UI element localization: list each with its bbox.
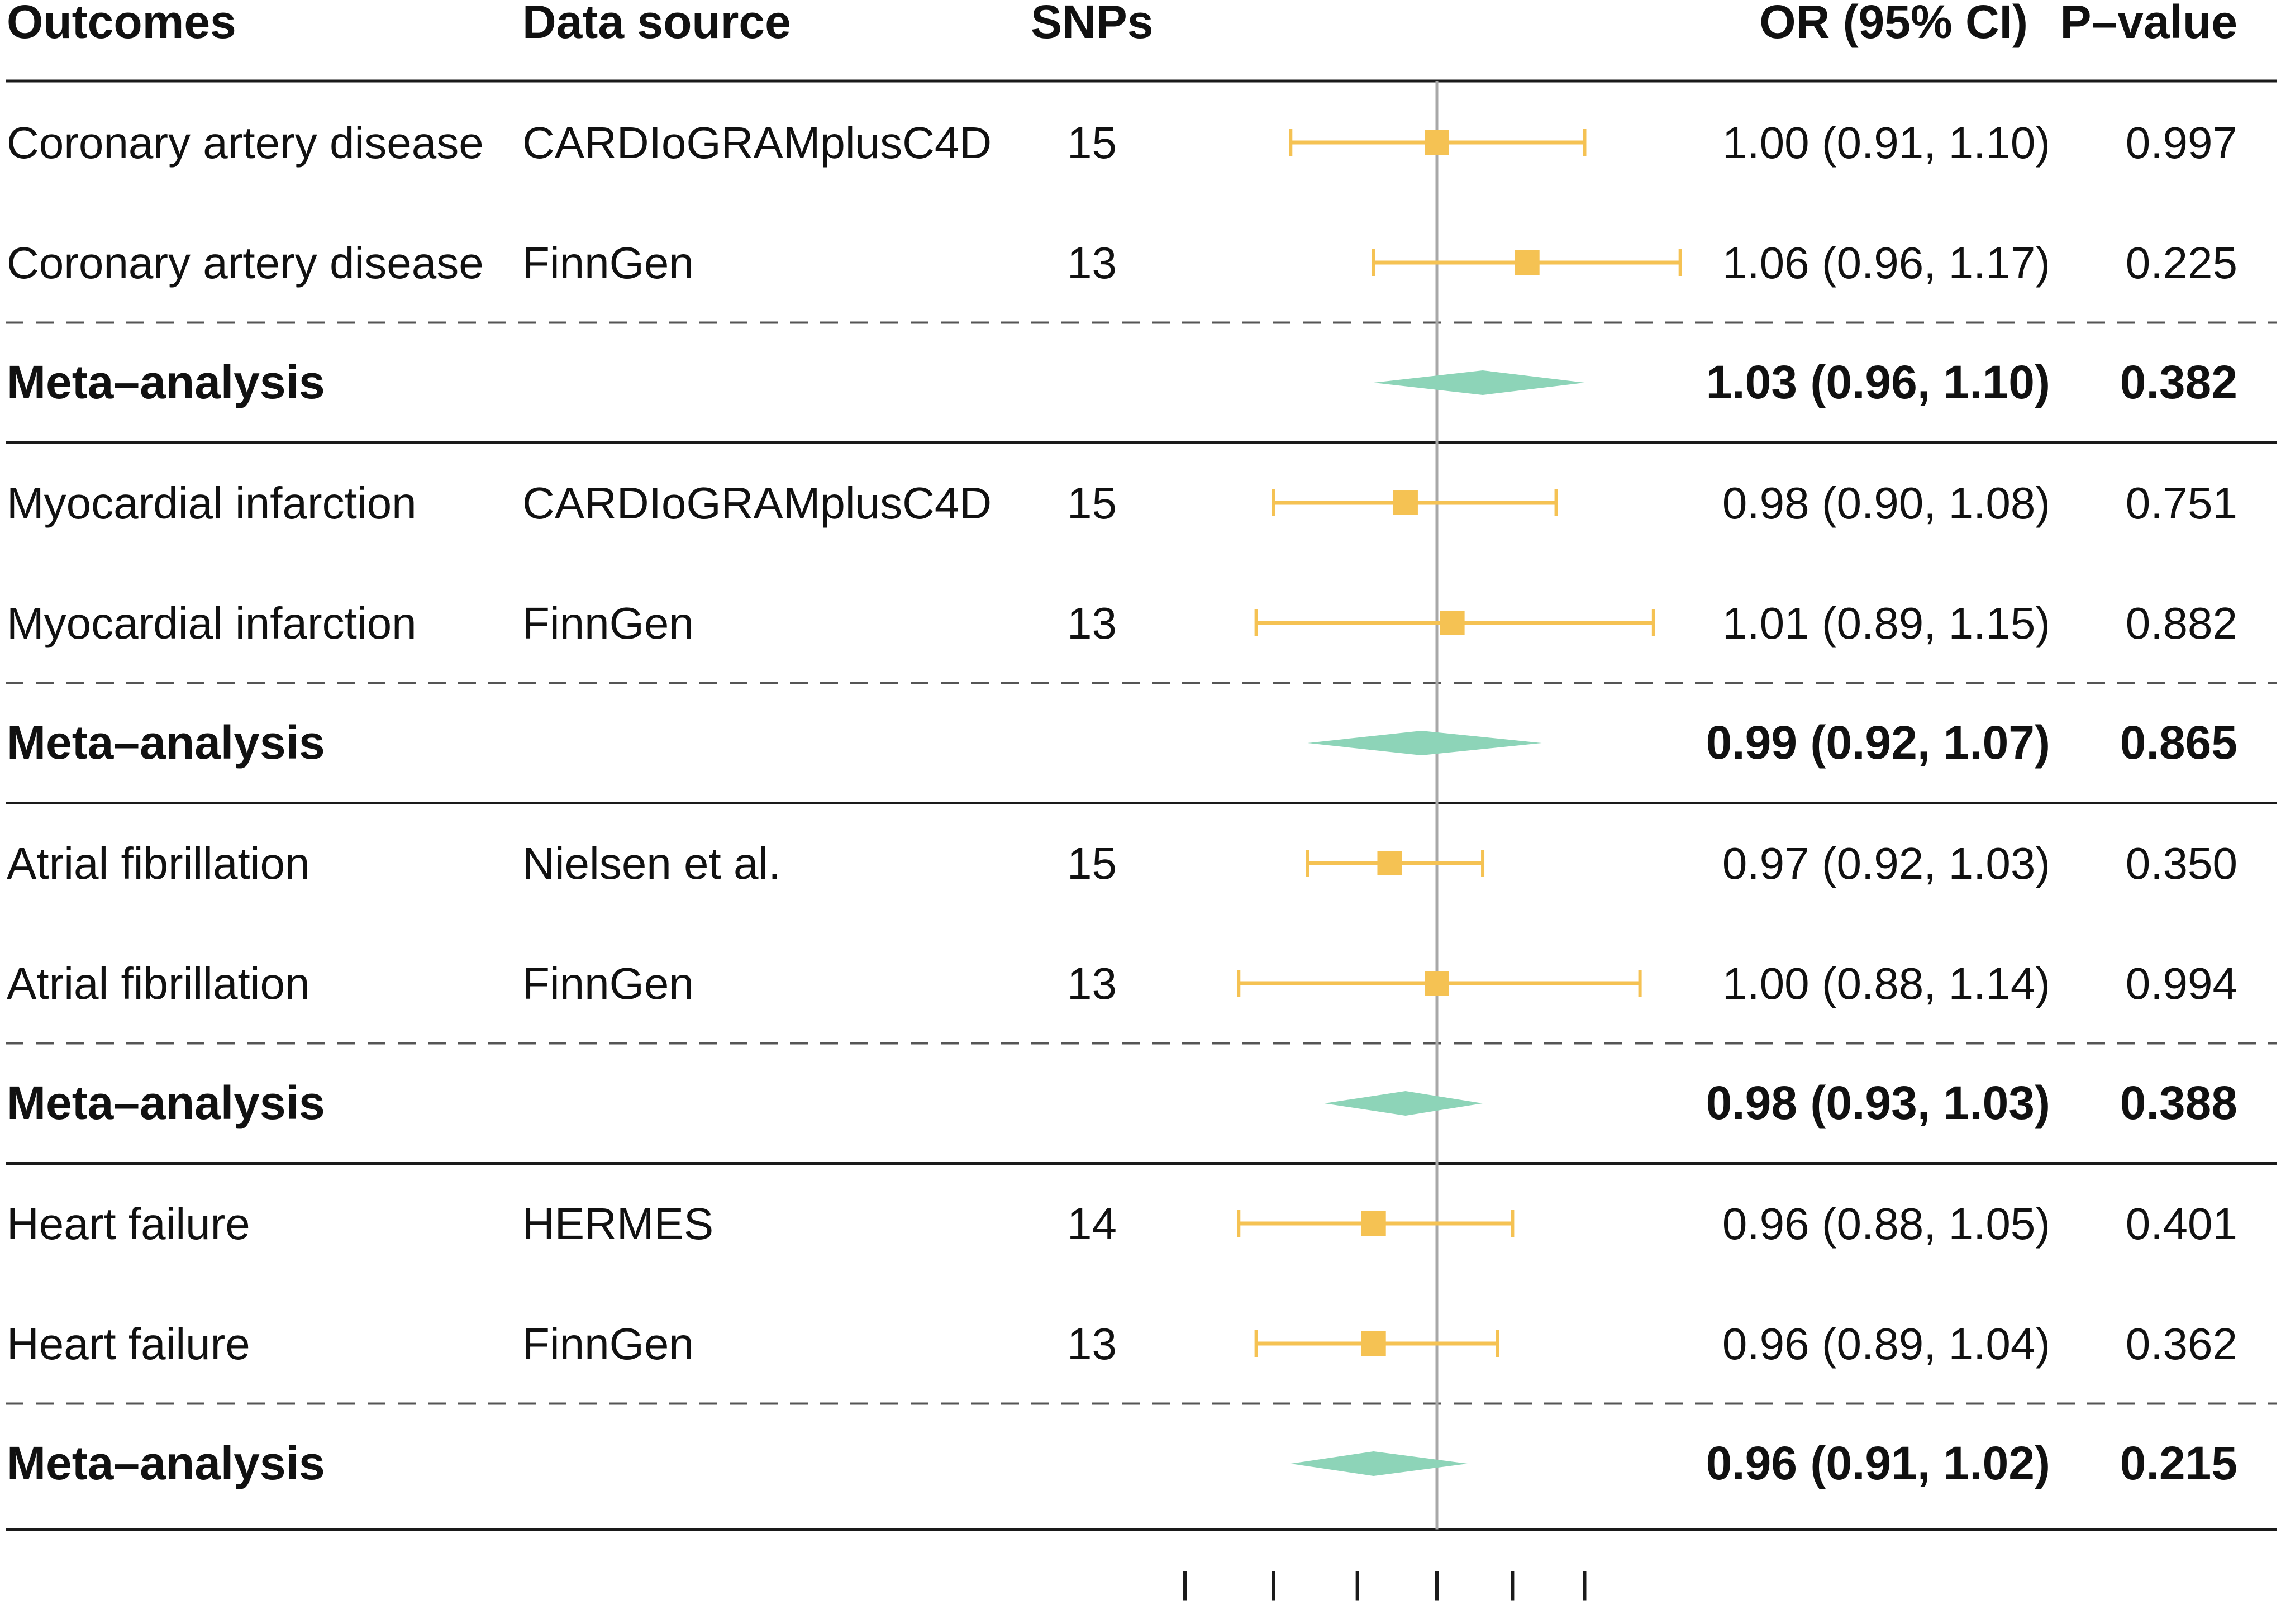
meta-analysis-row: Meta–analysis 0.96 (0.91, 1.02) 0.215: [7, 1437, 2237, 1489]
row-p-value: 0.362: [2126, 1319, 2237, 1369]
row-p-value: 0.388: [2120, 1077, 2237, 1129]
row-snps: 15: [1067, 839, 1117, 888]
point-estimate: [1361, 1331, 1386, 1356]
row-outcome: Coronary artery disease: [7, 118, 484, 168]
row-or-ci: 1.00 (0.91, 1.10): [1722, 118, 2050, 168]
row-data-source: FinnGen: [522, 959, 694, 1008]
row-or-ci: 0.96 (0.88, 1.05): [1722, 1199, 2050, 1249]
row-or-ci: 1.03 (0.96, 1.10): [1706, 356, 2050, 408]
row-or-ci: 0.98 (0.90, 1.08): [1722, 478, 2050, 528]
point-estimate: [1425, 971, 1449, 996]
meta-diamond: [1290, 1451, 1468, 1476]
point-estimate: [1425, 130, 1449, 155]
row-outcome: Meta–analysis: [7, 716, 325, 769]
row-snps: 13: [1067, 598, 1117, 648]
meta-diamond: [1307, 731, 1542, 755]
point-estimate: [1377, 851, 1402, 875]
row-p-value: 0.882: [2126, 598, 2237, 648]
x-axis: 0.9 1.0 1.1: [1183, 1571, 1613, 1624]
row-outcome: Meta–analysis: [7, 356, 325, 408]
meta-diamond: [1324, 1091, 1483, 1116]
row-or-ci: 0.96 (0.91, 1.02): [1706, 1437, 2050, 1489]
study-row: Heart failure HERMES 14 0.96 (0.88, 1.05) 0.…: [7, 1199, 2237, 1249]
study-row: Atrial fibrillation FinnGen 13 1.00 (0.88, …: [7, 959, 2237, 1008]
meta-diamond: [1373, 370, 1585, 395]
header-p-value: P–value: [2060, 0, 2237, 48]
row-p-value: 0.865: [2120, 716, 2237, 769]
row-or-ci: 0.96 (0.89, 1.04): [1722, 1319, 2050, 1369]
row-snps: 13: [1067, 1319, 1117, 1369]
row-outcome: Meta–analysis: [7, 1077, 325, 1129]
row-data-source: Nielsen et al.: [522, 839, 780, 888]
meta-analysis-row: Meta–analysis 0.98 (0.93, 1.03) 0.388: [7, 1077, 2237, 1129]
row-data-source: FinnGen: [522, 598, 694, 648]
row-outcome: Heart failure: [7, 1319, 250, 1369]
row-outcome: Meta–analysis: [7, 1437, 325, 1489]
row-data-source: FinnGen: [522, 1319, 694, 1369]
row-snps: 13: [1067, 959, 1117, 1008]
study-row: Myocardial infarction CARDIoGRAMplusC4D 15…: [7, 478, 2237, 528]
meta-analysis-row: Meta–analysis 0.99 (0.92, 1.07) 0.865: [7, 716, 2237, 769]
row-or-ci: 0.98 (0.93, 1.03): [1706, 1077, 2050, 1129]
row-data-source: FinnGen: [522, 238, 694, 288]
row-outcome: Myocardial infarction: [7, 478, 417, 528]
row-or-ci: 1.06 (0.96, 1.17): [1722, 238, 2050, 288]
study-row: Heart failure FinnGen 13 0.96 (0.89, 1.04) 0…: [7, 1319, 2237, 1369]
row-p-value: 0.382: [2120, 356, 2237, 408]
row-data-source: CARDIoGRAMplusC4D: [522, 118, 992, 168]
header-outcomes: Outcomes: [7, 0, 236, 48]
row-snps: 14: [1067, 1199, 1117, 1249]
rows: Coronary artery disease CARDIoGRAMplusC4D…: [7, 118, 2237, 1489]
study-row: Myocardial infarction FinnGen 13 1.01 (0.89…: [7, 598, 2237, 648]
point-estimate: [1440, 611, 1465, 635]
row-outcome: Atrial fibrillation: [7, 839, 309, 888]
header-or-ci: OR (95% CI): [1759, 0, 2028, 48]
x-tick-label: 1.1: [1556, 1621, 1612, 1624]
row-or-ci: 0.97 (0.92, 1.03): [1722, 839, 2050, 888]
row-data-source: CARDIoGRAMplusC4D: [522, 478, 992, 528]
row-dividers: [6, 79, 2277, 1531]
row-or-ci: 1.01 (0.89, 1.15): [1722, 598, 2050, 648]
x-tick-label: 1.0: [1409, 1621, 1465, 1624]
study-row: Atrial fibrillation Nielsen et al. 15 0.97 …: [7, 839, 2237, 888]
row-p-value: 0.350: [2126, 839, 2237, 888]
study-row: Coronary artery disease FinnGen 13 1.06 (0.…: [7, 238, 2237, 288]
row-p-value: 0.997: [2126, 118, 2237, 168]
row-outcome: Coronary artery disease: [7, 238, 484, 288]
row-snps: 15: [1067, 478, 1117, 528]
row-p-value: 0.751: [2126, 478, 2237, 528]
point-estimate: [1361, 1211, 1386, 1236]
row-data-source: HERMES: [522, 1199, 713, 1249]
row-p-value: 0.994: [2126, 959, 2237, 1008]
row-p-value: 0.215: [2120, 1437, 2237, 1489]
row-or-ci: 0.99 (0.92, 1.07): [1706, 716, 2050, 769]
point-estimate: [1393, 490, 1418, 515]
meta-analysis-row: Meta–analysis 1.03 (0.96, 1.10) 0.382: [7, 356, 2237, 408]
header-snps: SNPs: [1031, 0, 1153, 48]
row-outcome: Atrial fibrillation: [7, 959, 309, 1008]
row-snps: 15: [1067, 118, 1117, 168]
row-p-value: 0.225: [2126, 238, 2237, 288]
study-row: Coronary artery disease CARDIoGRAMplusC4D…: [7, 118, 2237, 168]
point-estimate: [1515, 250, 1540, 275]
row-outcome: Heart failure: [7, 1199, 250, 1249]
x-tick-label: 0.9: [1246, 1621, 1302, 1624]
row-or-ci: 1.00 (0.88, 1.14): [1722, 959, 2050, 1008]
row-snps: 13: [1067, 238, 1117, 288]
row-outcome: Myocardial infarction: [7, 598, 417, 648]
row-p-value: 0.401: [2126, 1199, 2237, 1249]
header-data-source: Data source: [522, 0, 791, 48]
